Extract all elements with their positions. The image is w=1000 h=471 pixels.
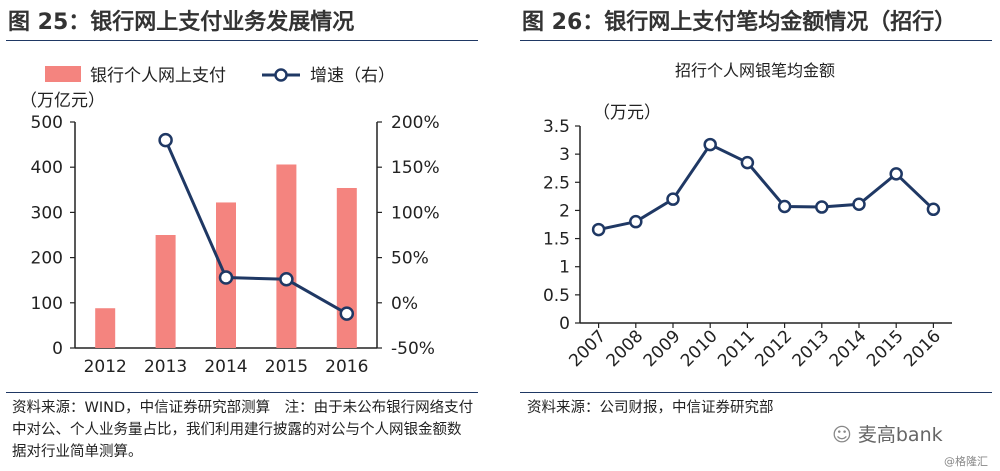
avg-amount-line: [598, 142, 935, 232]
x-tick-label: 2016: [325, 357, 368, 377]
x-tick-label: 2009: [640, 326, 685, 371]
x-tick-label: 2014: [826, 326, 871, 371]
right-y-tick-label: 50%: [391, 249, 429, 269]
growth-point-2014: [218, 270, 234, 285]
right-y-tick-label: 200%: [391, 113, 440, 133]
left-y-tick-label: 100: [31, 294, 63, 314]
point-2010: [703, 137, 717, 152]
point-2011: [740, 155, 755, 170]
right-y-tick-label: 100%: [391, 203, 440, 223]
x-tick-label: 2010: [677, 326, 722, 371]
y-tick-label: 2: [559, 201, 570, 221]
x-tick-label: 2016: [900, 326, 945, 371]
point-2007: [591, 222, 606, 237]
legend-line-marker: [274, 68, 288, 82]
point-2009: [666, 192, 680, 206]
growth-point-2015: [279, 272, 294, 287]
watermark-brand-text: 麦高bank: [857, 424, 943, 446]
x-tick-label: 2012: [751, 326, 796, 371]
growth-point-2013: [158, 132, 173, 148]
left-source-note: 资料来源：WIND，中信证券研究部测算 注：由于未公布银行网络支付中对公、个人业…: [12, 400, 474, 460]
left-legend: 银行个人网上支付 增速（右）: [45, 66, 395, 86]
left-y-tick-label: 0: [52, 339, 63, 359]
y-tick-label: 0.5: [543, 286, 570, 306]
watermark-brand: ☺ 麦高bank: [832, 420, 943, 447]
watermark-small: @格隆汇: [944, 455, 988, 468]
bar-2012: [95, 308, 116, 348]
y-tick-label: 0: [559, 314, 570, 334]
x-tick-label: 2015: [265, 357, 308, 377]
bar-2015: [276, 164, 297, 348]
left-y-tick-label: 300: [31, 203, 63, 223]
right-y-tick-label: 0%: [391, 294, 418, 314]
legend-bar-swatch: [45, 66, 81, 82]
legend-bar-label: 银行个人网上支付: [90, 66, 226, 86]
right-unit-label: （万元）: [593, 103, 661, 123]
point-2008: [629, 214, 643, 229]
left-figure-title: 图 25：银行网上支付业务发展情况: [8, 10, 355, 35]
y-tick-label: 3.5: [543, 117, 570, 137]
bar-2013: [155, 235, 176, 348]
left-title-rule: [6, 40, 478, 41]
x-tick-label: 2012: [84, 357, 127, 377]
y-tick-label: 1: [559, 258, 570, 278]
right-chart-title: 招行个人网银笔均金额: [675, 61, 835, 80]
right-y-tick-label: 150%: [391, 158, 440, 178]
x-tick-label: 2014: [204, 357, 247, 377]
x-tick-label: 2013: [144, 357, 187, 377]
x-tick-label: 2013: [789, 326, 834, 371]
point-2012: [777, 199, 792, 214]
legend-line-label: 增速（右）: [310, 66, 395, 86]
point-2015: [889, 167, 903, 181]
right-chart: 招行个人网银笔均金额 （万元） 0 0.5 1 1.5 2 2.5 3 3.5 20072008…: [543, 61, 952, 371]
y-tick-label: 1.5: [543, 230, 570, 250]
right-bottom-rule: [520, 392, 992, 393]
right-source-note: 资料来源：公司财报，中信证券研究部: [527, 400, 774, 416]
x-tick-label: 2011: [714, 326, 759, 371]
left-bottom-rule: [6, 392, 478, 393]
x-tick-label: 2008: [603, 326, 648, 371]
left-y-tick-label: 500: [31, 113, 63, 133]
y-tick-label: 2.5: [543, 173, 570, 193]
left-y-tick-label: 400: [31, 158, 63, 178]
wechat-icon: ☺: [832, 424, 852, 446]
left-chart: 银行个人网上支付 增速（右） （万亿元） 0 100 200 300 400 500 -50…: [20, 66, 440, 377]
growth-line: [164, 139, 348, 315]
right-title-rule: [520, 40, 992, 41]
point-2013: [815, 200, 829, 214]
point-2016: [926, 202, 941, 217]
right-y-tick-label: -50%: [391, 339, 435, 359]
x-tick-label: 2007: [565, 326, 610, 371]
x-tick-label: 2015: [863, 326, 908, 371]
bar-2016: [336, 187, 357, 348]
y-tick-label: 3: [559, 145, 570, 165]
growth-point-2016: [339, 306, 355, 321]
left-unit-label: （万亿元）: [20, 91, 105, 111]
right-figure-title: 图 26：银行网上支付笔均金额情况（招行）: [522, 10, 957, 35]
left-y-tick-label: 200: [31, 249, 63, 269]
point-2014: [852, 197, 866, 211]
